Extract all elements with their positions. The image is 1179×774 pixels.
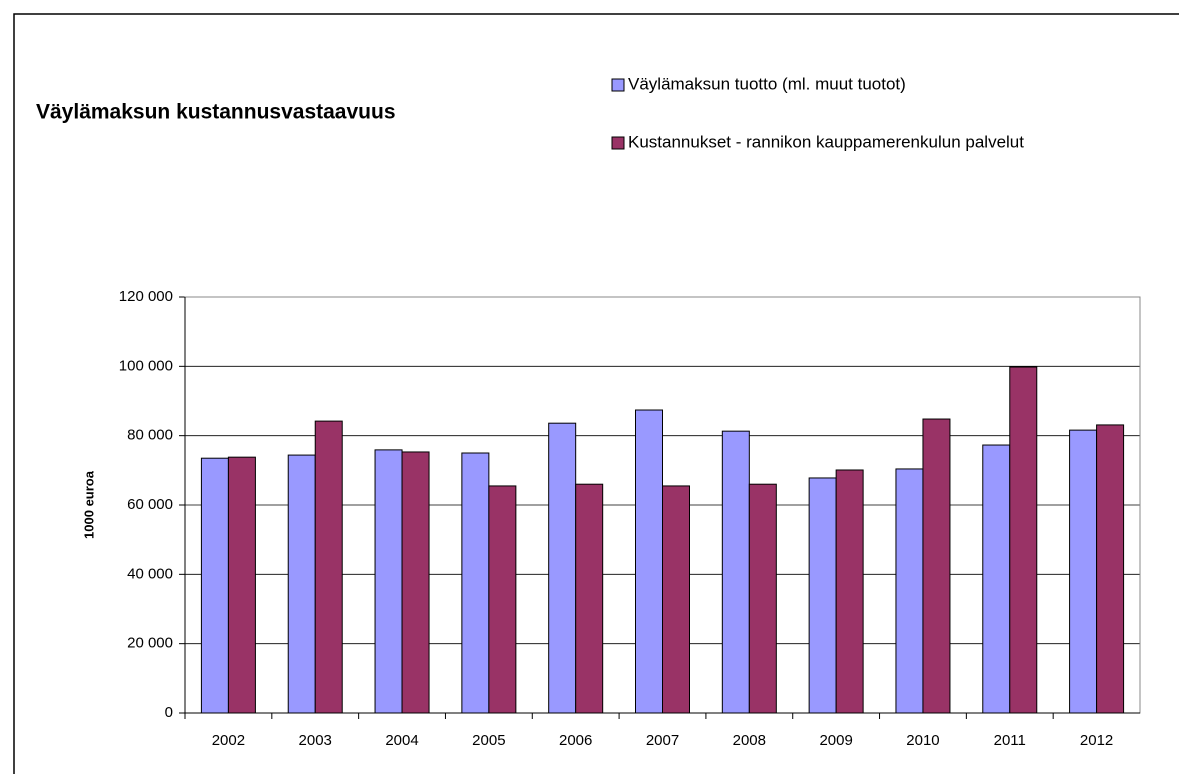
bar	[635, 409, 663, 714]
bar	[314, 420, 343, 714]
bar	[922, 418, 951, 714]
bar	[1009, 366, 1038, 714]
bar	[748, 483, 777, 714]
x-tick-label: 2010	[906, 732, 939, 749]
bar	[808, 477, 837, 714]
bar	[200, 457, 229, 714]
bar	[287, 454, 316, 714]
x-tick-label: 2008	[733, 732, 766, 749]
bar	[662, 485, 690, 714]
x-tick-label: 2009	[819, 732, 852, 749]
bar	[895, 468, 924, 714]
legend-label: Väylämaksun tuotto (ml. muut tuotot)	[628, 74, 906, 93]
chart-title: Väylämaksun kustannusvastaavuus	[36, 101, 396, 124]
bar	[575, 483, 604, 714]
x-tick-label: 2003	[299, 732, 332, 749]
bar	[227, 456, 256, 714]
x-tick-label: 2004	[385, 732, 418, 749]
bar	[982, 444, 1011, 714]
x-tick-label: 2005	[472, 732, 505, 749]
bar	[1096, 424, 1125, 714]
y-axis-label: 1000 euroa	[81, 470, 96, 539]
x-tick-label: 2006	[559, 732, 592, 749]
legend-swatch	[611, 136, 625, 150]
x-tick-label: 2011	[994, 732, 1026, 749]
y-tick-label: 60 000	[127, 496, 173, 513]
y-tick-label: 0	[165, 704, 173, 721]
bar	[548, 422, 577, 714]
y-tick-label: 80 000	[127, 427, 173, 444]
legend-swatch	[611, 78, 625, 92]
y-tick-label: 120 000	[119, 288, 173, 305]
bar	[461, 452, 490, 714]
y-tick-label: 40 000	[127, 565, 173, 582]
x-tick-label: 2007	[646, 732, 679, 749]
legend-label: Kustannukset - rannikon kauppamerenkulun…	[628, 132, 1024, 151]
bar	[374, 449, 403, 714]
x-tick-label: 2012	[1080, 732, 1113, 749]
x-tick-label: 2002	[212, 732, 245, 749]
y-tick-label: 100 000	[119, 357, 173, 374]
y-tick-label: 20 000	[127, 635, 173, 652]
bar	[488, 485, 517, 714]
bar	[721, 430, 750, 714]
bar	[835, 469, 864, 714]
bar	[401, 451, 430, 714]
bar	[1069, 429, 1098, 714]
